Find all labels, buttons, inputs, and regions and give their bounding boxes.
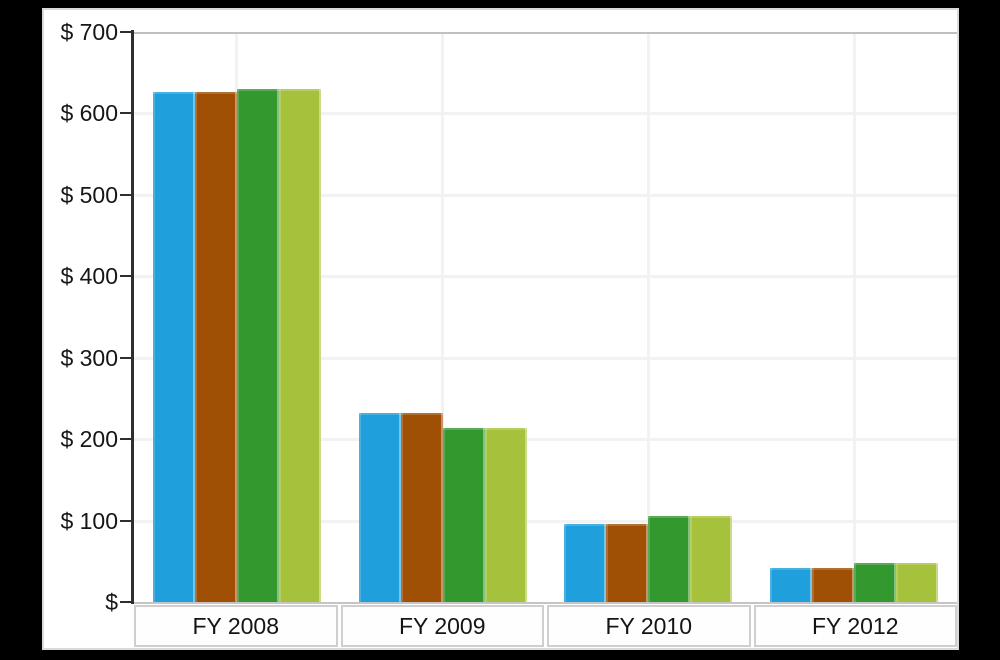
- bar-brown: [400, 413, 443, 602]
- bar-green: [236, 89, 279, 602]
- chart-panel: $ 700 $ 600 $ 500 $ 400 $ 300 $ 200 $ 100 $ FY …: [42, 8, 959, 650]
- bar-green: [648, 515, 691, 602]
- category-label-box: FY 2010: [547, 605, 751, 647]
- y-axis-label: $ 500: [60, 181, 118, 208]
- bar-blue: [770, 567, 813, 602]
- v-gridline: [852, 32, 856, 602]
- y-tick: [120, 31, 133, 33]
- h-gridline: [134, 193, 957, 197]
- y-tick: [120, 519, 133, 522]
- y-axis-label: $ 300: [60, 344, 118, 371]
- y-axis-line: [131, 30, 134, 604]
- y-axis-label: $ 100: [60, 507, 118, 534]
- y-axis-label: $ 600: [60, 100, 118, 127]
- bar-brown: [194, 92, 237, 602]
- x-axis-line: [134, 602, 957, 604]
- h-gridline: [134, 438, 957, 442]
- x-axis-category-labels: FY 2008 FY 2009 FY 2010 FY 2012: [134, 605, 957, 647]
- category-label-box: FY 2012: [753, 605, 957, 647]
- plot-area: [134, 32, 957, 602]
- y-axis-label: $: [105, 589, 118, 615]
- bar-yellow-green: [278, 89, 321, 602]
- y-tick: [120, 112, 133, 115]
- bar-brown: [606, 523, 649, 602]
- h-gridline: [134, 112, 957, 116]
- y-tick: [120, 601, 133, 603]
- h-gridline: [134, 356, 957, 360]
- y-tick: [120, 275, 133, 278]
- y-axis-label: $ 400: [60, 263, 118, 290]
- y-axis-label: $ 200: [60, 426, 118, 453]
- y-tick: [120, 438, 133, 441]
- y-axis-label: $ 700: [60, 19, 118, 45]
- bar-blue: [564, 523, 607, 602]
- bar-brown: [812, 567, 855, 602]
- y-tick: [120, 356, 133, 359]
- bar-blue: [358, 413, 401, 602]
- bar-blue: [152, 92, 195, 602]
- bar-yellow-green: [484, 427, 527, 602]
- h-gridline: [134, 519, 957, 523]
- v-gridline: [646, 32, 650, 602]
- h-gridline: [134, 275, 957, 279]
- y-tick: [120, 193, 133, 196]
- bar-yellow-green: [896, 562, 939, 602]
- bar-green: [442, 427, 485, 602]
- bar-green: [854, 562, 897, 602]
- plot-top-border: [134, 32, 957, 34]
- bar-yellow-green: [690, 515, 733, 602]
- v-gridline: [441, 32, 445, 602]
- category-label-box: FY 2008: [134, 605, 338, 647]
- category-label-box: FY 2009: [340, 605, 544, 647]
